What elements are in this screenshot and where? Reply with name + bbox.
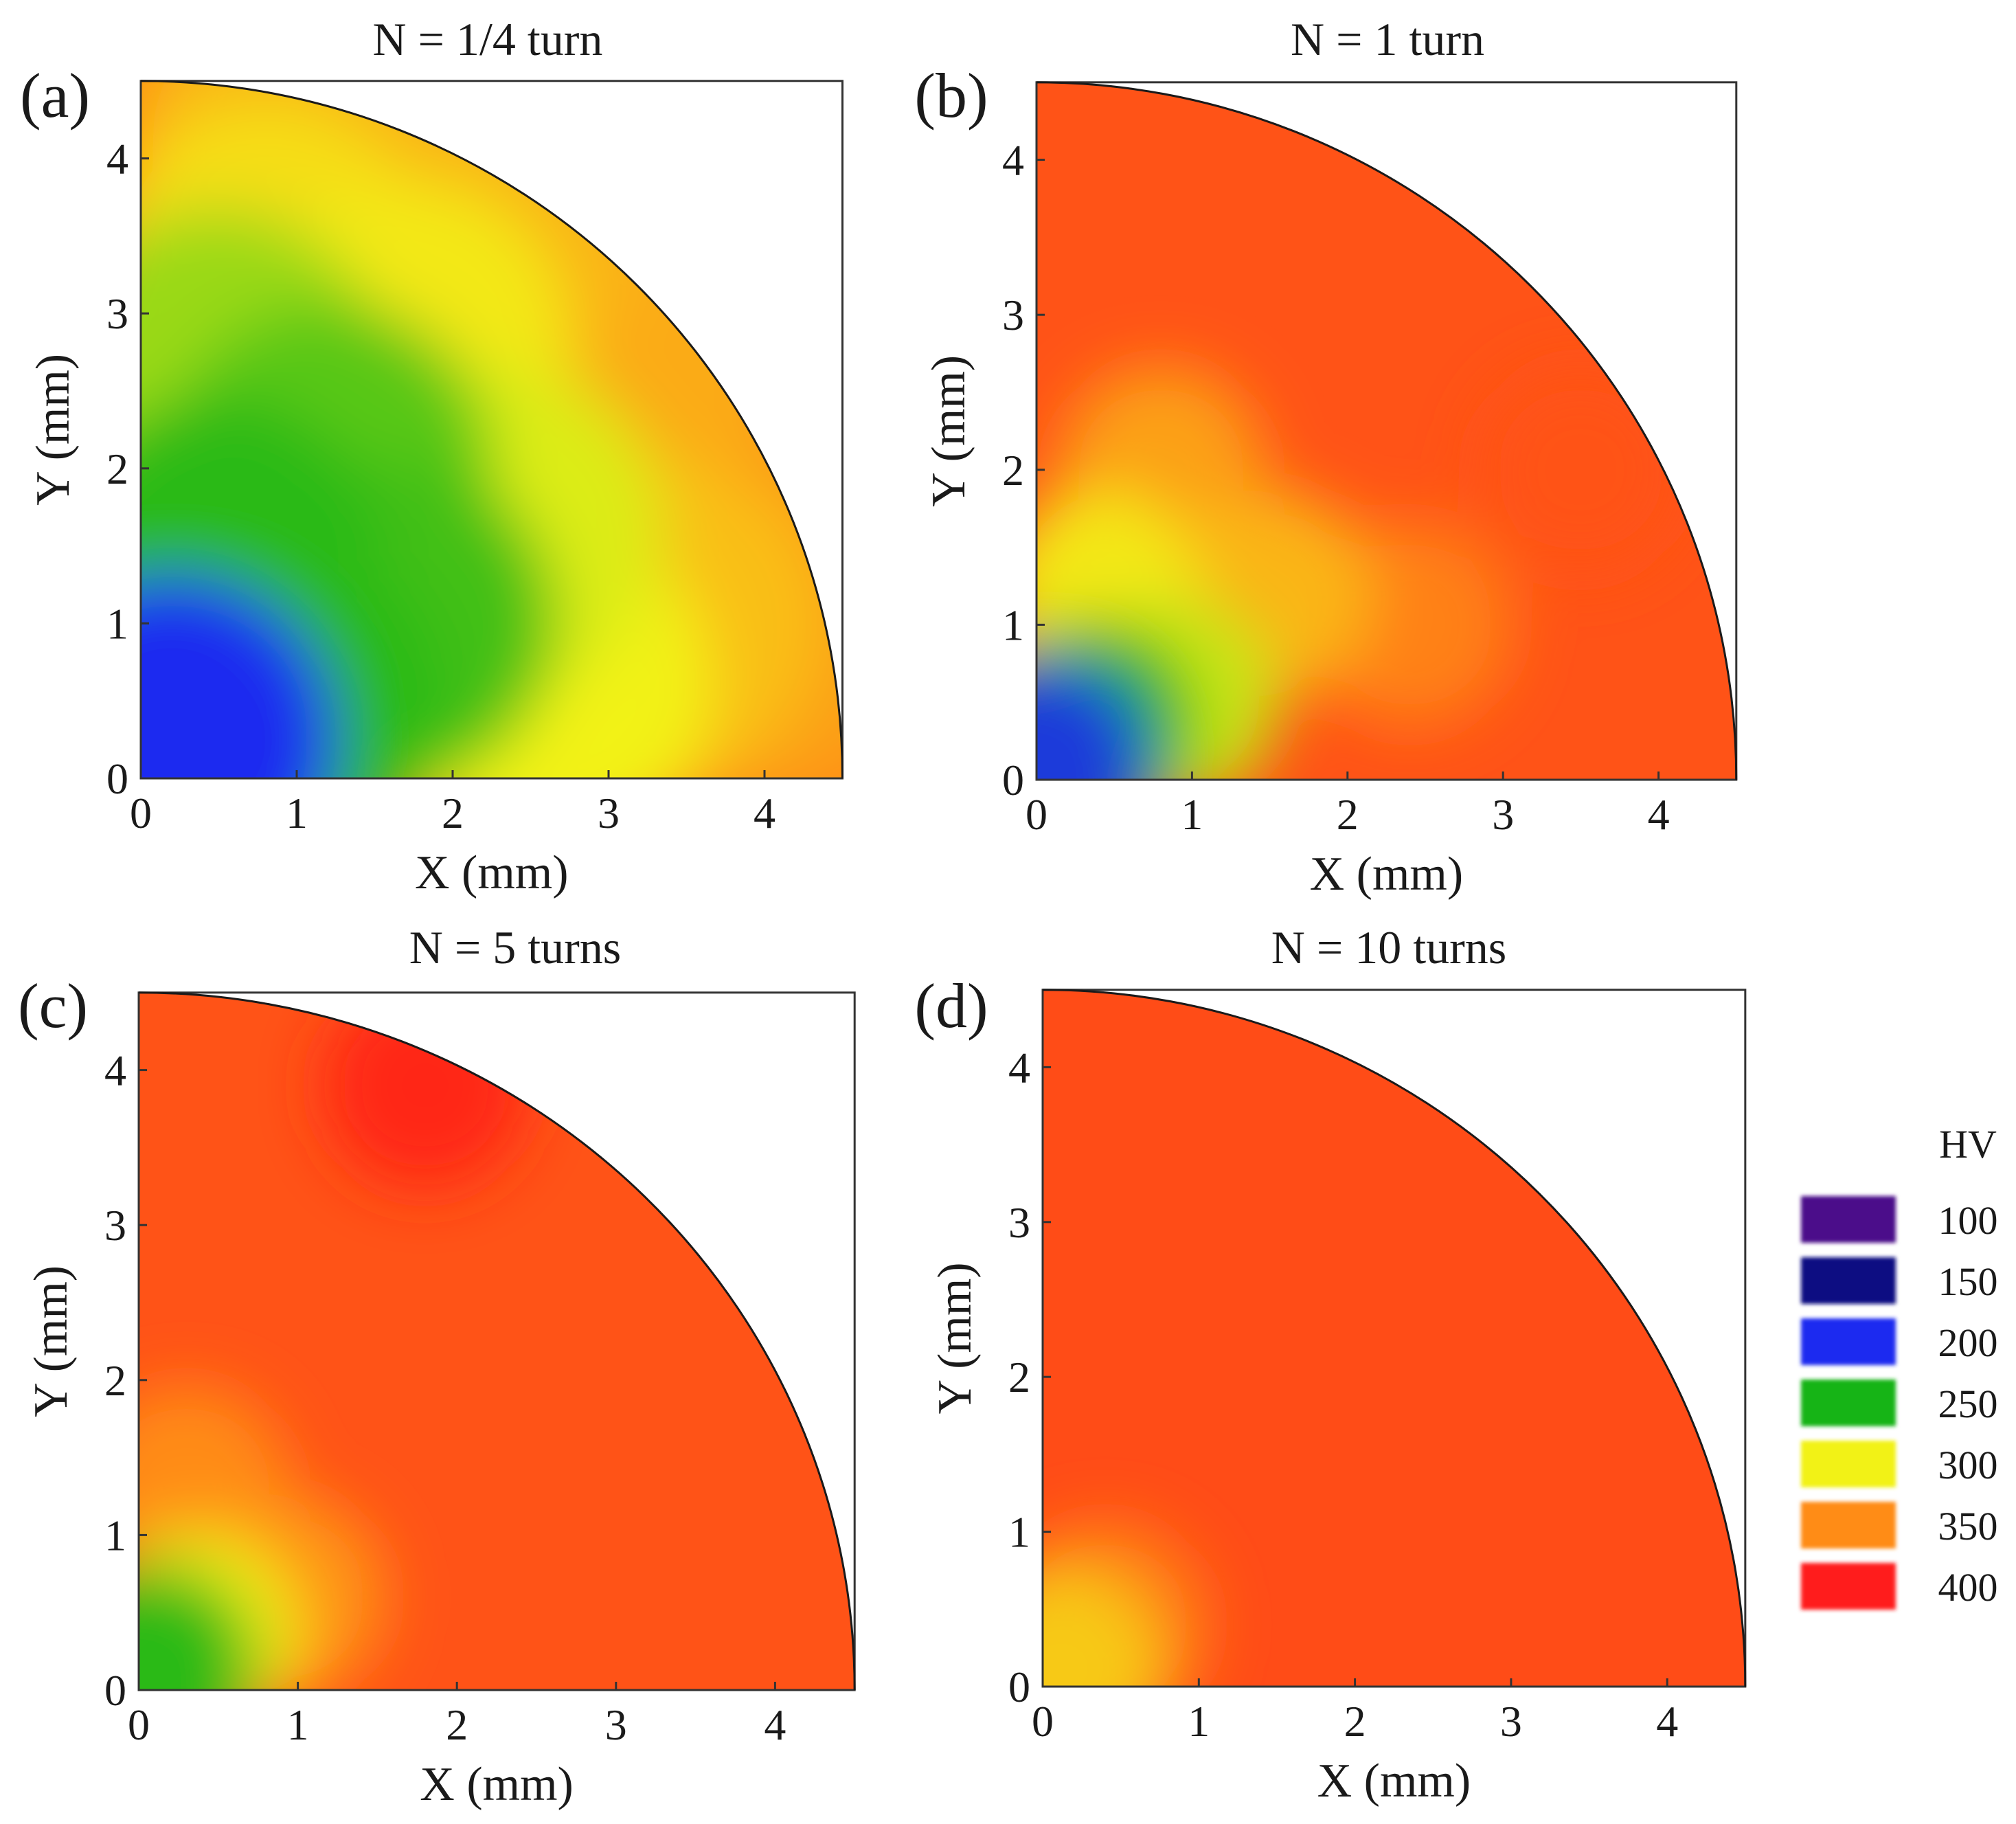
- colorbar-value-label: 200: [1938, 1320, 1998, 1365]
- heatmap-sample: [141, 574, 337, 779]
- panel-title: N = 5 turns: [409, 921, 621, 973]
- colorbar-value-label: 400: [1938, 1565, 1998, 1610]
- panel-1: 0 1 2 3 4 0 1 2 3 4 X (mm) Y (mm) N = 1/4 turn (a): [20, 13, 843, 899]
- colorbar-value-label: 250: [1938, 1382, 1998, 1426]
- x-tick-label: 4: [1648, 790, 1670, 839]
- y-axis-label: Y (mm): [929, 1262, 982, 1414]
- y-tick-label: 4: [1002, 136, 1024, 185]
- panel-title: N = 1/4 turn: [373, 13, 603, 65]
- panel-letter: (d): [914, 971, 988, 1041]
- y-tick-label: 4: [104, 1046, 126, 1095]
- colorbar-legend: HV 100 150 200 250 300 350 400: [1801, 1122, 1998, 1610]
- x-tick-label: 2: [1344, 1697, 1366, 1746]
- x-axis-label: X (mm): [420, 1758, 574, 1811]
- y-tick-label: 0: [1008, 1663, 1030, 1711]
- y-tick-label: 4: [1008, 1043, 1030, 1092]
- heatmap-field: [1037, 82, 1736, 780]
- x-tick-label: 3: [1500, 1697, 1522, 1746]
- y-tick-label: 3: [106, 289, 128, 338]
- plot-frame: [1035, 81, 1738, 781]
- x-axis-label: X (mm): [415, 846, 569, 899]
- y-axis-label: Y (mm): [27, 354, 80, 506]
- x-tick-label: 4: [764, 1700, 786, 1749]
- panel-letter: (b): [914, 60, 988, 131]
- y-tick-label: 3: [1002, 291, 1024, 339]
- colorbar-swatch: [1801, 1257, 1896, 1304]
- panels-layer: 0 1 2 3 4 0 1 2 3 4 X (mm) Y (mm) N = 1/4 turn (a) 0 1 2…: [18, 13, 1747, 1811]
- disk-edge-arc: [138, 991, 856, 1691]
- y-tick-label: 1: [1002, 600, 1024, 649]
- x-tick-label: 0: [1026, 790, 1047, 839]
- x-tick-label: 1: [287, 1700, 309, 1749]
- panel-2: 0 1 2 3 4 0 1 2 3 4 X (mm) Y (mm) N = 1 turn (b): [914, 13, 1738, 901]
- panel-title: N = 10 turns: [1271, 921, 1506, 973]
- colorbar-title: HV: [1939, 1122, 1997, 1167]
- x-tick-label: 1: [286, 789, 308, 837]
- y-tick-label: 0: [1002, 756, 1024, 804]
- colorbar-value-label: 150: [1938, 1259, 1998, 1304]
- x-tick-label: 2: [442, 789, 464, 837]
- heatmap-background: [1043, 989, 1745, 1687]
- x-tick-label: 0: [128, 1700, 150, 1749]
- y-tick-label: 3: [104, 1201, 126, 1250]
- colorbar-swatch: [1801, 1563, 1896, 1610]
- y-tick-label: 1: [106, 599, 128, 648]
- heatmap-field: [1043, 989, 1745, 1687]
- disk-edge-arc: [1036, 81, 1738, 780]
- x-tick-label: 3: [598, 789, 620, 837]
- plot-frame: [137, 991, 856, 1691]
- heatmap-sample: [1043, 1568, 1162, 1687]
- disk-edge-arc: [140, 80, 843, 779]
- colorbar-value-label: 350: [1938, 1504, 1998, 1549]
- y-tick-label: 2: [1008, 1353, 1030, 1401]
- y-axis-label: Y (mm): [922, 355, 975, 507]
- x-tick-label: 4: [754, 789, 775, 837]
- panel-letter: (c): [18, 971, 88, 1041]
- heatmap-sample: [1037, 661, 1148, 780]
- colorbar-value-label: 100: [1938, 1198, 1998, 1243]
- x-tick-label: 2: [446, 1700, 468, 1749]
- panel-title: N = 1 turn: [1291, 13, 1484, 65]
- heatmap-sample: [139, 1564, 258, 1690]
- y-tick-label: 2: [1002, 446, 1024, 495]
- colorbar-swatch: [1801, 1196, 1896, 1243]
- panel-letter: (a): [20, 60, 90, 131]
- x-tick-label: 1: [1188, 1697, 1210, 1746]
- colorbar-swatch: [1801, 1441, 1896, 1487]
- x-axis-label: X (mm): [1310, 848, 1464, 901]
- plot-frame: [1041, 989, 1747, 1688]
- x-tick-label: 0: [1032, 1697, 1054, 1746]
- heatmap-sample: [1477, 366, 1684, 573]
- colorbar-swatch: [1801, 1502, 1896, 1549]
- y-tick-label: 2: [106, 444, 128, 493]
- y-tick-label: 0: [104, 1666, 126, 1715]
- y-tick-label: 3: [1008, 1198, 1030, 1247]
- y-tick-label: 0: [106, 754, 128, 803]
- panel-4: 0 1 2 3 4 0 1 2 3 4 X (mm) Y (mm) N = 10 turns (d): [914, 921, 1747, 1808]
- heatmap-field: [139, 992, 855, 1690]
- x-tick-label: 3: [605, 1700, 627, 1749]
- y-tick-label: 2: [104, 1356, 126, 1405]
- y-tick-label: 4: [106, 135, 128, 183]
- y-tick-label: 1: [104, 1511, 126, 1560]
- disk-edge-arc: [1042, 989, 1747, 1687]
- panel-3: 0 1 2 3 4 0 1 2 3 4 X (mm) Y (mm) N = 5 turns (c): [18, 921, 856, 1811]
- y-tick-label: 1: [1008, 1508, 1030, 1557]
- x-axis-label: X (mm): [1317, 1755, 1471, 1808]
- plot-frame: [139, 80, 843, 780]
- colorbar-swatch: [1801, 1318, 1896, 1365]
- heatmap-field: [141, 80, 843, 779]
- x-tick-label: 3: [1492, 790, 1514, 839]
- x-tick-label: 1: [1181, 790, 1203, 839]
- colorbar-swatch: [1801, 1380, 1896, 1426]
- colorbar-value-label: 300: [1938, 1443, 1998, 1487]
- x-tick-label: 4: [1656, 1697, 1678, 1746]
- x-tick-label: 2: [1337, 790, 1359, 839]
- x-tick-label: 0: [130, 789, 152, 837]
- y-axis-label: Y (mm): [25, 1265, 78, 1417]
